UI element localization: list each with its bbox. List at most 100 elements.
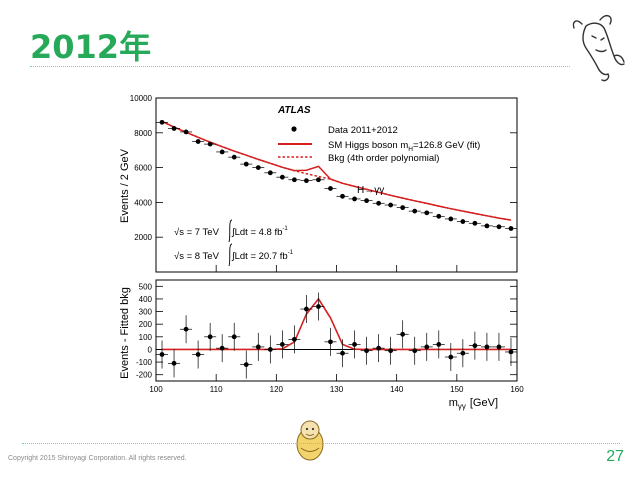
residual-point	[159, 352, 165, 357]
top-y-axis-title: Events / 2 GeV	[119, 148, 131, 223]
residual-point	[231, 334, 237, 340]
bottom-y-tick-label: 400	[139, 295, 153, 304]
data-point	[364, 198, 369, 204]
residual-point	[496, 344, 502, 350]
lumi-7-exponent: -1	[282, 226, 288, 232]
residual-point	[195, 352, 201, 357]
residual-point	[219, 345, 225, 351]
bottom-y-axis-title: Events - Fitted bkg	[119, 287, 131, 379]
legend-data-marker	[291, 126, 297, 132]
data-point	[436, 213, 442, 219]
residual-point	[424, 344, 430, 350]
residual-point	[243, 362, 249, 367]
top-y-tick-label: 6000	[134, 164, 152, 173]
footer-divider	[22, 443, 620, 444]
bottom-x-tick-label: 120	[270, 385, 284, 394]
legend-signal-text: SM Higgs boson m	[328, 140, 408, 151]
goat-logo-icon	[572, 14, 625, 82]
residual-point	[436, 341, 442, 347]
sqrt-s-7-label: √s = 7 TeV	[174, 227, 220, 238]
title-divider	[30, 66, 570, 67]
background-fit-curve	[161, 120, 512, 221]
bottom-x-tick-label: 140	[390, 385, 404, 394]
data-point	[219, 149, 225, 155]
data-point	[508, 226, 514, 231]
bottom-y-tick-label: -100	[136, 358, 153, 367]
residual-point	[484, 344, 490, 350]
residual-point	[255, 344, 261, 350]
data-point	[400, 205, 406, 211]
bottom-y-tick-label: 200	[139, 320, 153, 329]
bottom-y-tick-label: 0	[148, 345, 153, 354]
data-point	[291, 177, 297, 183]
data-point	[159, 119, 165, 125]
bottom-y-tick-label: -200	[136, 371, 153, 380]
mascot-icon	[296, 420, 324, 461]
residual-point	[279, 341, 285, 347]
copyright-text: Copyright 2015 Shiroyagi Corporation. Al…	[8, 455, 187, 462]
residual-point	[267, 347, 273, 352]
data-point	[255, 165, 261, 171]
x-axis-title-unit: [GeV]	[470, 397, 498, 409]
top-y-tick-label: 2000	[134, 233, 152, 242]
bottom-y-tick-label: 100	[139, 333, 153, 342]
residual-point	[448, 354, 454, 360]
bottom-y-tick-label: 300	[139, 308, 153, 317]
slide-title: 2012年	[30, 28, 152, 66]
residual-point	[460, 350, 466, 356]
data-point	[424, 210, 430, 216]
legend: Data 2011+2012 SM Higgs boson mH=126.8 G…	[278, 125, 480, 164]
residual-point	[400, 331, 406, 337]
lumi-8-exponent: -1	[288, 250, 294, 256]
signal-residual-curve	[162, 297, 511, 351]
residual-point	[291, 336, 297, 342]
legend-signal-rest: =126.8 GeV (fit)	[413, 140, 480, 151]
residual-point	[304, 306, 309, 312]
bottom-x-tick-label: 110	[210, 385, 223, 394]
residual-point	[472, 343, 478, 349]
data-point	[207, 141, 213, 147]
signal-plus-background-curve	[161, 120, 512, 221]
residual-point	[316, 304, 321, 309]
sqrt-s-8-label: √s = 8 TeV	[174, 251, 220, 262]
bottom-x-tick-label: 160	[510, 385, 524, 394]
integral-sign	[228, 243, 233, 267]
top-plot-area	[156, 119, 517, 267]
data-point	[171, 126, 177, 131]
bottom-x-tick-label: 130	[330, 385, 344, 394]
data-point	[472, 220, 478, 226]
data-point	[328, 186, 333, 191]
data-point	[243, 161, 249, 167]
top-y-tick-label: 8000	[134, 129, 152, 138]
data-point	[352, 196, 357, 202]
luminosity-labels: √s = 7 TeV ∫Ldt = 4.8 fb-1 √s = 8 TeV ∫L…	[174, 226, 294, 262]
lumi-8-label: ∫Ldt = 20.7 fb-1	[231, 250, 294, 262]
residual-point	[352, 341, 357, 347]
data-point	[231, 154, 237, 160]
channel-label: H→γγ	[357, 185, 384, 196]
residual-point	[412, 348, 418, 354]
data-point	[183, 129, 189, 135]
bottom-y-tick-label: 500	[139, 282, 153, 291]
data-point	[316, 177, 321, 183]
data-point	[448, 216, 454, 222]
lumi-8-text: ∫Ldt = 20.7 fb	[231, 251, 288, 262]
data-point	[388, 202, 394, 208]
bottom-axis-ticks: 100 110 120 130 140 150 160 -200 -100 0 100 200 300 4…	[136, 282, 524, 394]
integral-sign	[228, 219, 233, 243]
data-point	[496, 224, 502, 230]
residual-point	[388, 348, 394, 354]
legend-signal-sub: H	[408, 146, 413, 153]
residual-point	[207, 334, 213, 340]
x-axis-title-symbol: m	[449, 397, 458, 409]
data-point	[376, 200, 382, 206]
legend-data-label: Data 2011+2012	[328, 125, 398, 136]
residual-point	[171, 360, 177, 366]
legend-bkg-label: Bkg (4th order polynomial)	[328, 153, 439, 164]
top-y-tick-label: 10000	[130, 94, 153, 103]
data-point	[412, 208, 418, 214]
data-point	[195, 139, 201, 144]
residual-point	[364, 348, 369, 354]
top-axis-ticks: 2000 4000 6000 8000 10000	[130, 94, 518, 272]
